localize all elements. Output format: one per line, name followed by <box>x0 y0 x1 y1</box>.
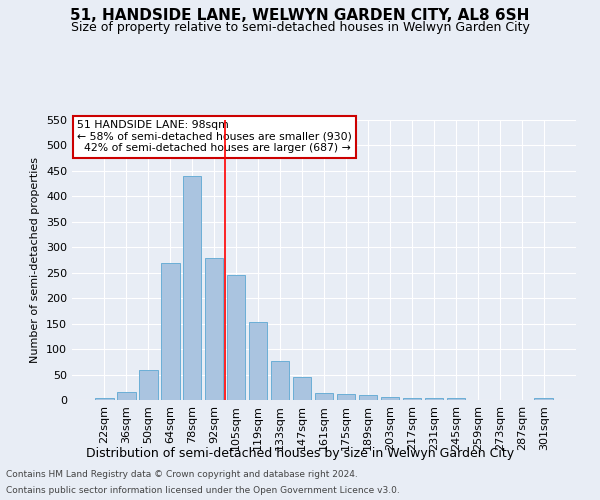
Text: Contains HM Land Registry data © Crown copyright and database right 2024.: Contains HM Land Registry data © Crown c… <box>6 470 358 479</box>
Bar <box>403 398 421 400</box>
Text: Distribution of semi-detached houses by size in Welwyn Garden City: Distribution of semi-detached houses by … <box>86 448 514 460</box>
Bar <box>314 394 334 400</box>
Bar <box>535 398 553 400</box>
Text: Contains public sector information licensed under the Open Government Licence v3: Contains public sector information licen… <box>6 486 400 495</box>
Bar <box>446 398 465 400</box>
Text: 51 HANDSIDE LANE: 98sqm
← 58% of semi-detached houses are smaller (930)
  42% of: 51 HANDSIDE LANE: 98sqm ← 58% of semi-de… <box>77 120 352 153</box>
Bar <box>271 361 289 400</box>
Bar <box>227 275 245 400</box>
Bar <box>95 398 113 400</box>
Bar <box>337 394 355 400</box>
Bar <box>359 395 377 400</box>
Text: 51, HANDSIDE LANE, WELWYN GARDEN CITY, AL8 6SH: 51, HANDSIDE LANE, WELWYN GARDEN CITY, A… <box>70 8 530 22</box>
Bar <box>183 176 202 400</box>
Bar <box>117 392 136 400</box>
Bar <box>425 398 443 400</box>
Bar <box>380 397 399 400</box>
Bar <box>293 377 311 400</box>
Bar <box>249 322 268 400</box>
Bar <box>205 258 223 400</box>
Text: Size of property relative to semi-detached houses in Welwyn Garden City: Size of property relative to semi-detach… <box>71 21 529 34</box>
Y-axis label: Number of semi-detached properties: Number of semi-detached properties <box>31 157 40 363</box>
Bar <box>161 262 179 400</box>
Bar <box>139 370 158 400</box>
